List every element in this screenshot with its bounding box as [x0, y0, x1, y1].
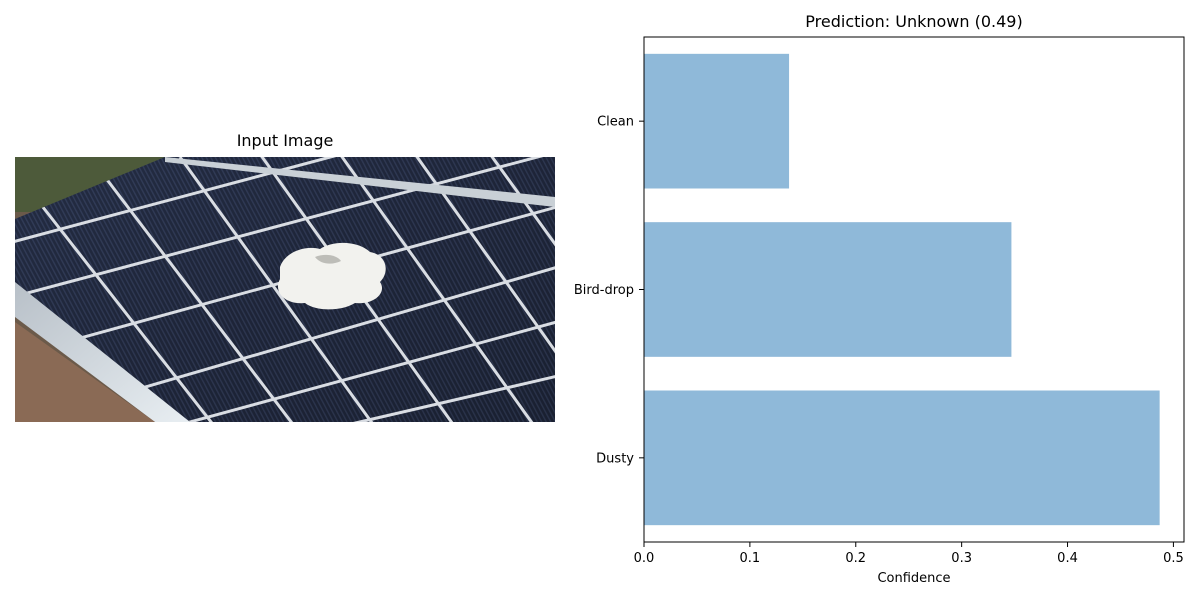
x-tick-label: 0.0 — [634, 551, 655, 566]
y-tick-label: Bird-drop — [574, 283, 634, 298]
input-image-title: Input Image — [236, 131, 334, 150]
x-tick-label: 0.3 — [951, 551, 972, 566]
x-tick-label: 0.2 — [845, 551, 866, 566]
bar-dusty — [644, 390, 1160, 526]
plot-frame — [643, 36, 1185, 543]
x-tick-label: 0.5 — [1163, 551, 1184, 566]
y-tick-label: Dusty — [596, 451, 634, 466]
x-axis-label: Confidence — [877, 571, 950, 586]
bar-bird-drop — [644, 222, 1012, 357]
y-tick-label: Clean — [597, 115, 634, 130]
bars-group — [644, 53, 1160, 526]
x-tick-label: 0.1 — [740, 551, 761, 566]
axes-group: Dusty Bird-drop Clean 0.0 0.1 0.2 0.3 0.4 0.5 Con… — [574, 36, 1185, 586]
x-tick-label: 0.4 — [1057, 551, 1078, 566]
chart-title: Prediction: Unknown (0.49) — [805, 12, 1023, 31]
bar-clean — [644, 53, 790, 189]
input-image — [15, 157, 555, 422]
